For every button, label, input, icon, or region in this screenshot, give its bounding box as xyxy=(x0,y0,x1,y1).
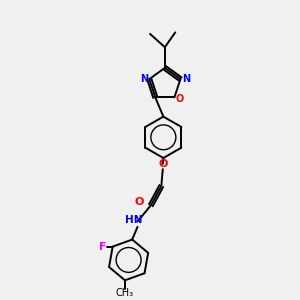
Text: N: N xyxy=(182,74,190,84)
Text: F: F xyxy=(98,242,106,252)
Text: O: O xyxy=(134,197,144,207)
Text: O: O xyxy=(176,94,184,104)
Text: N: N xyxy=(140,74,148,84)
Text: CH₃: CH₃ xyxy=(116,288,134,298)
Text: HN: HN xyxy=(125,215,143,225)
Text: O: O xyxy=(158,159,167,169)
